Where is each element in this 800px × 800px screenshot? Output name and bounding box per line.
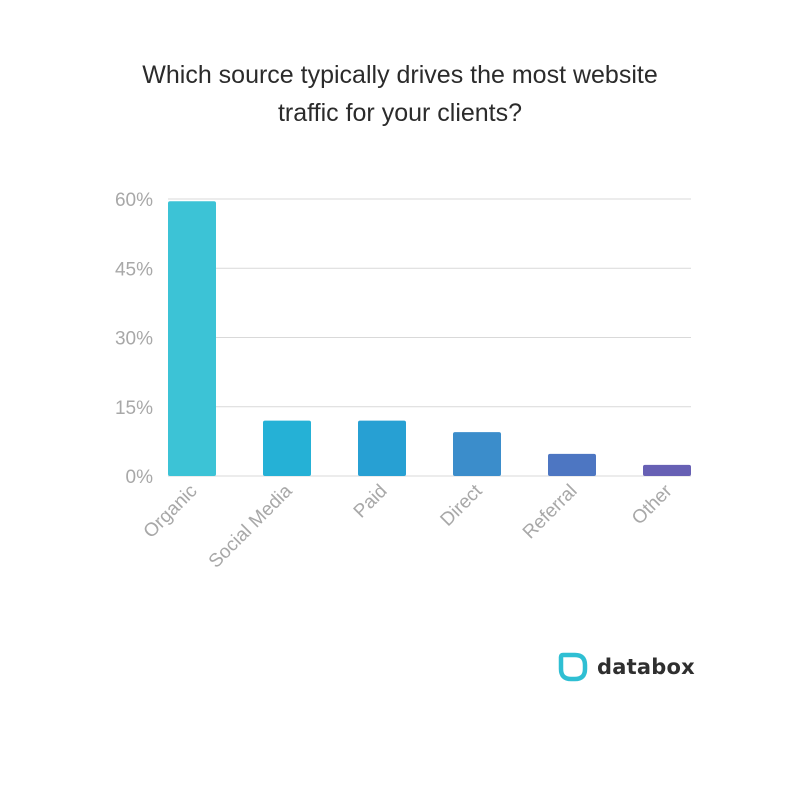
y-tick-label: 0%: [126, 467, 154, 488]
y-tick-label: 45%: [115, 259, 153, 280]
x-category-label: Direct: [437, 480, 487, 530]
y-tick-label: 15%: [115, 398, 153, 419]
databox-logo-icon: [558, 652, 588, 682]
x-category-label: Organic: [140, 481, 202, 543]
y-tick-label: 30%: [115, 329, 153, 350]
bar-paid: [358, 420, 406, 476]
bar-social-media: [263, 420, 311, 476]
gridlines: [168, 198, 691, 477]
databox-wordmark: databox: [597, 655, 695, 679]
x-category-label: Paid: [350, 481, 392, 523]
bars: [168, 201, 691, 476]
chart-title: Which source typically drives the most w…: [60, 56, 740, 132]
y-axis-tick-labels: 0% 15% 30% 45% 60%: [115, 190, 153, 488]
databox-brand: databox: [558, 649, 695, 685]
bar-organic: [168, 201, 216, 476]
x-category-label: Referral: [519, 481, 582, 544]
bar-referral: [548, 453, 596, 476]
y-tick-label: 60%: [115, 190, 153, 211]
chart-title-line-2: traffic for your clients?: [277, 99, 523, 127]
x-axis-category-labels: Organic Social Media Paid Direct Referral Oth…: [140, 480, 677, 572]
x-category-label: Social Media: [205, 480, 297, 572]
bar-direct: [453, 432, 501, 476]
bar-other: [643, 464, 691, 476]
chart-title-line-1: Which source typically drives the most w…: [142, 61, 658, 89]
x-category-label: Other: [628, 480, 677, 529]
